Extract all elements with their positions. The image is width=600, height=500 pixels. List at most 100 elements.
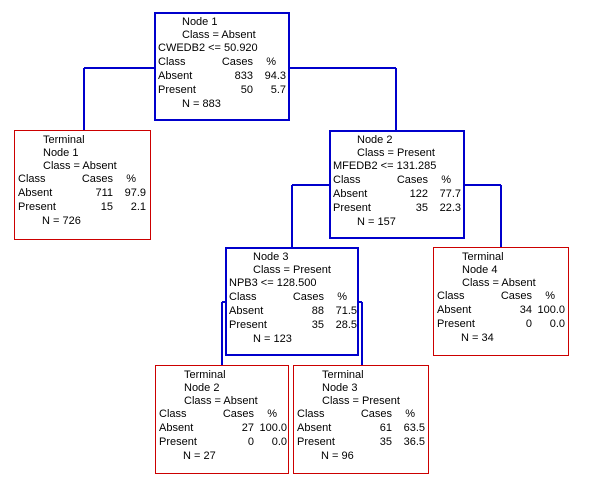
node-total: N = 96	[321, 450, 354, 462]
case-percent: 77.7	[439, 188, 461, 200]
class-label: Absent	[333, 188, 368, 200]
column-header-cases: Cases	[500, 290, 532, 302]
node-total: N = 883	[182, 98, 221, 110]
column-header-cases: Cases	[81, 173, 113, 185]
class-label: Present	[18, 201, 56, 213]
column-header-cases: Cases	[222, 408, 254, 420]
column-header-percent: %	[405, 408, 415, 420]
column-header-percent: %	[267, 408, 277, 420]
column-header-percent: %	[337, 291, 347, 303]
node-header-line: Class = Present	[253, 264, 331, 276]
node-header-line: Node 2	[184, 382, 220, 394]
node-header-line: Terminal	[184, 369, 226, 381]
node-header-line: Terminal	[322, 369, 364, 381]
class-label: Absent	[159, 422, 194, 434]
case-count: 122	[409, 188, 428, 200]
node-header-line: Node 2	[357, 134, 393, 146]
edge-node-3-to-terminal-3	[359, 301, 363, 365]
node-header-line: Terminal	[43, 134, 85, 146]
case-count: 833	[234, 70, 253, 82]
split-rule: MFEDB2 <= 131.285	[333, 160, 437, 172]
case-percent: 22.3	[439, 202, 461, 214]
case-percent: 2.1	[130, 201, 146, 213]
case-count: 15	[100, 201, 113, 213]
node-header-line: Node 1	[182, 16, 218, 28]
edge-node-1-to-node-2	[290, 67, 397, 130]
class-label: Present	[297, 436, 335, 448]
case-percent: 100.0	[259, 422, 287, 434]
node-total: N = 34	[461, 332, 494, 344]
node-3-box: Node 3 Class = Present NPB3 <= 128.500 Clas…	[225, 247, 359, 356]
case-count: 35	[379, 436, 392, 448]
terminal-4-box: Terminal Node 4 Class = Absent Class Cases% A…	[433, 247, 569, 356]
node-header-line: Class = Absent	[43, 160, 117, 172]
column-header-class: Class	[229, 291, 257, 303]
node-total: N = 157	[357, 216, 396, 228]
node-total: N = 27	[183, 450, 216, 462]
node-header-line: Node 3	[322, 382, 358, 394]
split-rule: CWEDB2 <= 50.920	[158, 42, 258, 54]
column-header-cases: Cases	[396, 174, 428, 186]
terminal-1-box: Terminal Node 1 Class = Absent Class Cases% A…	[14, 130, 151, 240]
node-header-line: Terminal	[462, 251, 504, 263]
column-header-class: Class	[297, 408, 325, 420]
node-header-line: Class = Absent	[182, 29, 256, 41]
class-label: Present	[437, 318, 475, 330]
terminal-3-box: Terminal Node 3 Class = Present Class Cases%…	[293, 365, 429, 474]
case-count: 27	[241, 422, 254, 434]
split-rule: NPB3 <= 128.500	[229, 277, 317, 289]
column-header-class: Class	[158, 56, 186, 68]
case-count: 34	[519, 304, 532, 316]
case-count: 61	[379, 422, 392, 434]
column-header-percent: %	[126, 173, 136, 185]
case-count: 88	[311, 305, 324, 317]
node-total: N = 726	[42, 215, 81, 227]
case-percent: 5.7	[270, 84, 286, 96]
case-percent: 0.0	[271, 436, 287, 448]
node-header-line: Class = Absent	[462, 277, 536, 289]
node-header-line: Node 1	[43, 147, 79, 159]
terminal-2-box: Terminal Node 2 Class = Absent Class Cases% A…	[155, 365, 289, 474]
node-total: N = 123	[253, 333, 292, 345]
case-count: 711	[95, 187, 113, 199]
case-percent: 36.5	[403, 436, 425, 448]
case-count: 0	[247, 436, 254, 448]
case-percent: 71.5	[335, 305, 357, 317]
edge-node-3-to-terminal-2	[221, 301, 225, 365]
class-label: Present	[159, 436, 197, 448]
column-header-class: Class	[437, 290, 465, 302]
class-label: Absent	[158, 70, 193, 82]
node-header-line: Node 3	[253, 251, 289, 263]
class-label: Absent	[297, 422, 332, 434]
column-header-cases: Cases	[221, 56, 253, 68]
column-header-cases: Cases	[292, 291, 324, 303]
node-2-box: Node 2 Class = Present MFEDB2 <= 131.285 Cl…	[329, 130, 465, 239]
node-header-line: Class = Absent	[184, 395, 258, 407]
node-header-line: Node 4	[462, 264, 498, 276]
class-label: Absent	[229, 305, 264, 317]
case-count: 0	[525, 318, 532, 330]
class-label: Present	[158, 84, 196, 96]
case-count: 35	[415, 202, 428, 214]
case-percent: 63.5	[403, 422, 425, 434]
column-header-percent: %	[545, 290, 555, 302]
node-1-box: Node 1 Class = Absent CWEDB2 <= 50.920 Clas…	[154, 12, 290, 121]
class-label: Absent	[18, 187, 53, 199]
class-label: Present	[333, 202, 371, 214]
column-header-class: Class	[333, 174, 361, 186]
edge-node-2-to-terminal-4	[465, 184, 502, 247]
case-percent: 0.0	[549, 318, 565, 330]
class-label: Present	[229, 319, 267, 331]
case-count: 50	[240, 84, 253, 96]
case-percent: 28.5	[335, 319, 357, 331]
column-header-percent: %	[441, 174, 451, 186]
case-percent: 97.9	[124, 187, 146, 199]
edge-node-2-to-node-3	[291, 184, 329, 247]
node-header-line: Class = Present	[322, 395, 400, 407]
column-header-class: Class	[159, 408, 187, 420]
column-header-class: Class	[18, 173, 46, 185]
case-percent: 94.3	[264, 70, 286, 82]
column-header-percent: %	[266, 56, 276, 68]
case-percent: 100.0	[537, 304, 565, 316]
